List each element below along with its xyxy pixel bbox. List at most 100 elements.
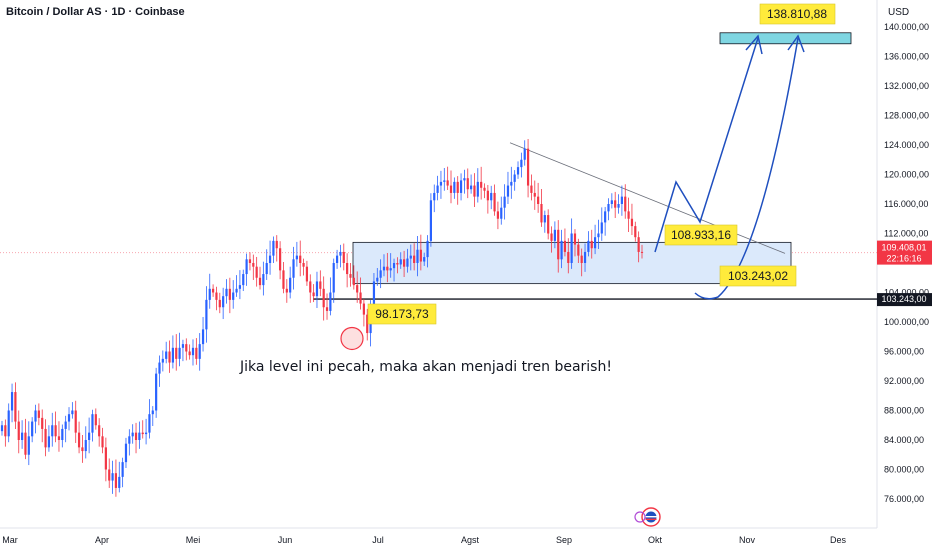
candle-body [480, 181, 483, 188]
candle-body [359, 292, 362, 304]
candle-body [372, 281, 376, 308]
flag-badge-icon[interactable] [634, 507, 661, 527]
time-tick-label: Sep [556, 535, 572, 545]
price-tick-label: 80.000,00 [884, 465, 924, 475]
price-tick-label: 84.000,00 [884, 435, 924, 445]
currency-label[interactable]: USD [888, 7, 910, 18]
candle-body [349, 274, 352, 278]
candle-body [24, 432, 27, 455]
candle-body [7, 410, 10, 437]
candle-body [399, 259, 402, 265]
candle-body [74, 410, 77, 433]
zone-bottom-label[interactable]: 103.243,02 [719, 265, 797, 287]
time-tick-label: Nov [739, 535, 756, 545]
target-label[interactable]: 138.810,88 [759, 3, 836, 25]
current-price-tag: 109.408,01 22:16:16 [877, 240, 932, 265]
candle-body [604, 211, 607, 223]
candle-body [285, 288, 288, 293]
candle-body [396, 263, 399, 265]
candle-body [490, 192, 493, 201]
candle-body [476, 181, 479, 197]
bullish-projection-arrow[interactable] [654, 37, 759, 253]
candle-body [530, 185, 533, 193]
candle-body [637, 237, 640, 252]
candle-body [563, 240, 567, 252]
candle-body [245, 259, 248, 275]
candle-body [128, 436, 131, 444]
candle-body [292, 259, 295, 278]
candle-body [600, 222, 603, 234]
candle-body [181, 344, 185, 348]
price-tick-label: 96.000,00 [884, 347, 924, 357]
candle-body [279, 248, 282, 271]
candle-body [449, 185, 453, 193]
candle-body [309, 281, 312, 293]
candle-body [51, 425, 54, 437]
candle-body [185, 344, 188, 352]
candle-body [211, 288, 215, 293]
candle-body [580, 255, 583, 263]
candle-body [335, 255, 339, 263]
candle-body [597, 233, 600, 238]
candle-body [426, 240, 429, 258]
candle-body [429, 200, 433, 241]
candle-body [201, 329, 205, 345]
candle-body [543, 215, 546, 223]
candle-body [436, 185, 439, 193]
candle-body [265, 263, 268, 275]
time-tick-label: Agst [461, 535, 480, 545]
time-tick-label: Jul [372, 535, 384, 545]
candle-body [516, 167, 520, 175]
candle-body [282, 270, 285, 289]
candle-body [198, 344, 201, 359]
time-axis[interactable]: Mar Apr Mei Jun Jul Agst Sep Okt Nov Des [2, 535, 846, 545]
price-axis[interactable]: 140.000,00 136.000,00 132.000,00 128.000,00… [884, 22, 929, 504]
swing-low-marker[interactable] [340, 326, 364, 351]
zone-top-label[interactable]: 108.933,16 [664, 224, 738, 246]
candle-body [71, 410, 74, 415]
candle-body [151, 410, 154, 415]
candle-body [510, 181, 513, 186]
bullish-projection-arrowhead [745, 34, 763, 55]
candle-body [493, 192, 496, 212]
candle-body [134, 432, 138, 440]
candle-body [248, 259, 252, 263]
candle-body [570, 233, 573, 263]
candle-body [302, 263, 305, 267]
candle-body [235, 288, 238, 293]
descending-trendline[interactable] [509, 142, 786, 254]
candle-body [473, 185, 476, 197]
candle-body [4, 425, 7, 437]
candle-body [500, 207, 503, 219]
candle-body [165, 351, 168, 359]
candle-body [557, 229, 560, 260]
bearish-warning-note[interactable]: Jika level ini pecah, maka akan menjadi … [239, 359, 612, 375]
candle-body [88, 432, 91, 440]
retest-projection-arrowhead [787, 34, 805, 53]
candle-body [178, 347, 181, 359]
target-zone[interactable] [719, 32, 852, 45]
time-tick-label: Mar [2, 535, 18, 545]
candle-body [91, 414, 94, 433]
candle-body [21, 432, 24, 440]
candle-body [459, 180, 463, 193]
candle-body [356, 285, 359, 293]
candle-body [329, 292, 332, 311]
candle-body [232, 292, 235, 300]
candle-body [453, 181, 456, 193]
time-tick-label: Apr [95, 535, 109, 545]
candle-body [366, 314, 369, 334]
candle-body [41, 417, 44, 429]
candle-body [416, 249, 419, 263]
candle-body [34, 410, 37, 422]
candle-body [255, 266, 258, 278]
candle-body [258, 277, 262, 286]
low-label[interactable]: 98.173,73 [367, 303, 437, 325]
candle-body [158, 362, 161, 374]
candle-body [208, 288, 211, 300]
candle-body [222, 296, 225, 308]
candle-body [496, 211, 500, 219]
candle-body [550, 233, 553, 241]
price-tick-label: 132.000,00 [884, 81, 929, 91]
